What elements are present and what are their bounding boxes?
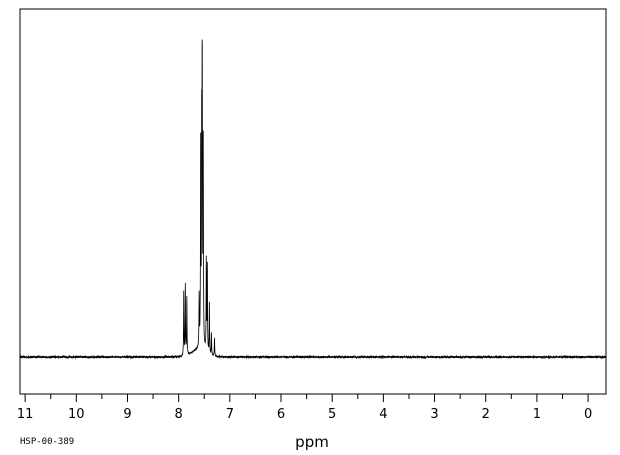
x-tick-label: 0 (584, 407, 592, 422)
x-tick-label: 9 (123, 407, 131, 422)
spectrum-series-line (19, 39, 607, 360)
x-tick-label: 6 (277, 407, 285, 422)
x-tick-label: 8 (175, 407, 183, 422)
x-tick-label: 2 (482, 407, 490, 422)
x-tick-label: 11 (17, 407, 34, 422)
x-tick-label: 7 (226, 407, 234, 422)
x-axis-ticks: 11 10 9 8 7 6 5 4 3 2 1 0 (17, 394, 592, 422)
spectrum-id-code: HSP-00-389 (20, 437, 74, 447)
x-tick-label: 1 (533, 407, 541, 422)
plot-frame (19, 8, 607, 395)
x-tick-label: 5 (328, 407, 336, 422)
x-tick-label: 3 (430, 407, 438, 422)
x-axis-label: ppm (295, 433, 329, 451)
x-tick-label: 10 (68, 407, 85, 422)
x-tick-label: 4 (379, 407, 387, 422)
